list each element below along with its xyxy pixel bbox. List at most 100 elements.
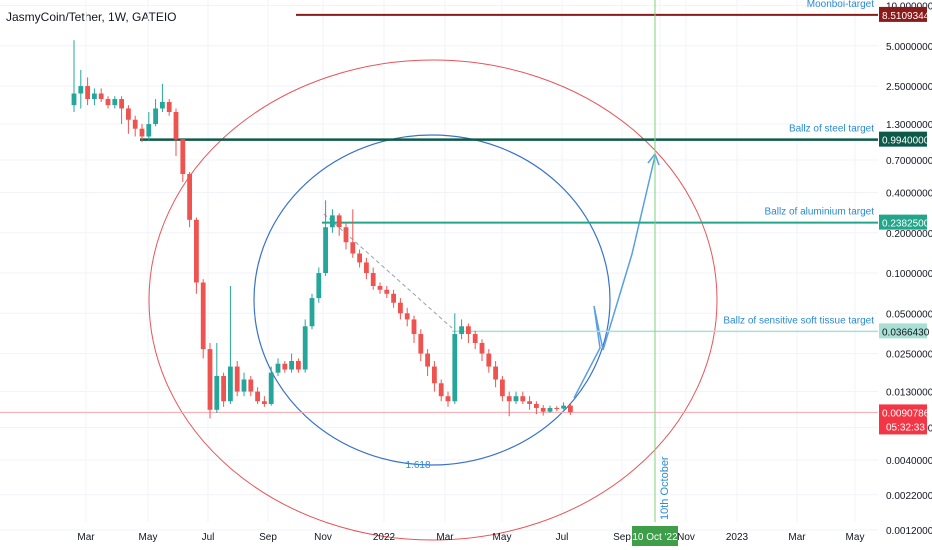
candle-body [554,407,560,409]
x-tick-label: 2023 [726,532,749,543]
target-label: Ballz of steel target [789,124,874,135]
candle-body [547,407,553,412]
candle [547,405,553,413]
candle-body [207,349,213,410]
candle [534,401,539,415]
candle-body [275,363,281,373]
candle-body [472,334,478,343]
candle-body [411,319,417,335]
candle-body [119,99,124,109]
date-marker: 10 Oct '22 10th October [632,0,678,546]
candle-body [98,93,104,100]
chart-title: JasmyCoin/Tether, 1W, GATEIO [6,10,177,24]
target-price-tag [879,131,927,147]
candle [452,313,458,404]
candle-body [466,326,471,335]
candle-body [343,227,349,243]
candle [316,267,322,303]
y-tick-label: 0.0040000 [886,456,932,467]
candle [268,366,274,406]
current-price-tag [879,404,927,435]
grid [0,0,878,531]
candle-body [323,227,328,274]
candle [139,124,145,143]
x-tick-label: Nov [314,532,332,543]
target-price-tag [879,214,927,230]
candle [262,396,267,407]
candle [98,88,104,103]
y-tick-label: 0.1000000 [886,269,932,280]
ellipse-drawings [148,59,718,541]
candle [160,83,165,112]
candle-body [139,128,145,137]
x-tick-label: Jul [556,532,569,543]
candle-body [234,366,240,392]
candle-body [200,282,206,350]
candle [119,96,124,125]
price-axis[interactable]: USDT10.00000005.00000002.50000001.300000… [879,2,932,537]
candle [126,105,131,134]
candle-body [438,383,444,397]
candle-body [105,99,111,106]
target-price-tag [879,6,927,22]
vertical-marker-text: 10th October [659,456,671,520]
candle-body [364,262,369,274]
target-price-value: 0.0366430 [882,327,930,338]
time-axis[interactable]: Mar May Jul Sep Nov 2022 Mar May Jul Sep Nov 2023 Ma… [77,532,864,543]
candle [302,319,308,373]
candle [513,391,519,404]
candle-body [71,93,77,106]
candle [364,257,369,280]
candle-body [445,396,451,402]
candle [105,96,111,109]
candle [221,372,226,407]
candle-body [391,293,396,303]
y-tick-label: 0.0500000 [886,309,932,320]
candle [500,375,505,402]
candle [343,222,349,250]
candle-body [357,253,362,263]
candle-body [166,102,172,112]
target-label: Ballz of sensitive soft tissue target [723,315,874,326]
x-tick-label: Sep [259,532,277,543]
candle [432,361,437,392]
candle [459,319,464,340]
trendline-dashed [323,213,453,329]
y-tick-label: 0.0130000 [886,388,932,399]
candle-body [370,273,376,287]
candle [506,391,512,417]
candle [418,329,424,362]
candle-body [180,139,186,175]
candle-body [187,174,192,220]
candle [173,108,179,157]
candle [411,315,417,343]
x-tick-label: May [846,532,865,543]
candle-body [92,93,97,100]
candle-body [126,108,131,120]
candle-body [132,119,138,129]
candle-body [506,396,512,402]
candle [438,379,444,402]
candle [404,307,410,327]
candle [350,209,356,258]
candle [248,375,254,397]
candle [309,293,315,330]
candle [228,286,233,404]
x-tick-label: Mar [788,532,806,543]
candle [357,249,362,268]
projection-path [573,155,656,399]
target-lines [0,13,878,413]
y-tick-label: 0.0022000 [886,491,932,502]
candle-body [540,407,546,412]
inner-blue-ellipse [253,134,611,466]
candle [296,358,301,373]
candle [568,403,573,415]
candle [194,217,199,294]
candle-body [350,242,356,254]
candle-body [146,124,152,137]
candle-body [302,326,308,370]
candle [336,213,342,236]
candle-body [296,361,301,370]
target-price-value: 0.2382500 [882,219,930,230]
